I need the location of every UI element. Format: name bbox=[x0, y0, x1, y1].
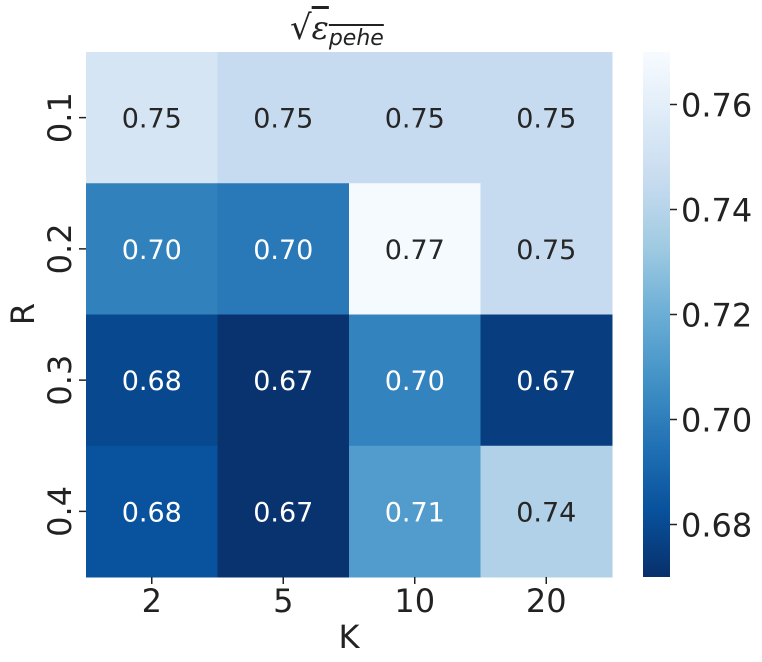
x-tick-label: 2 bbox=[142, 582, 162, 620]
heatmap-cell bbox=[217, 314, 350, 447]
cell-value-label: 0.71 bbox=[385, 497, 445, 528]
colorbar-tick-label: 0.68 bbox=[681, 507, 752, 545]
y-tick-label: 0.1 bbox=[41, 92, 79, 143]
cell-value-label: 0.70 bbox=[253, 235, 313, 266]
heatmap-cell bbox=[349, 314, 481, 447]
cell-value-label: 0.75 bbox=[253, 104, 313, 135]
heatmap-cell bbox=[217, 52, 350, 184]
heatmap-cell bbox=[349, 52, 481, 184]
title-symbol: ε bbox=[311, 9, 329, 47]
cell-value-label: 0.70 bbox=[122, 235, 182, 266]
cell-value-label: 0.75 bbox=[516, 235, 576, 266]
colorbar-ticks: 0.68 0.70 0.72 0.74 0.76 bbox=[670, 87, 752, 545]
heatmap-cell bbox=[86, 52, 218, 184]
colorbar-tick-label: 0.70 bbox=[681, 402, 752, 440]
heatmap-cell bbox=[349, 445, 481, 578]
y-axis-label: R bbox=[4, 303, 42, 325]
heatmap-cell bbox=[217, 183, 350, 315]
colorbar bbox=[643, 52, 670, 577]
x-axis-label: K bbox=[339, 618, 361, 656]
cell-value-label: 0.77 bbox=[385, 235, 445, 266]
heatmap-cell bbox=[480, 314, 613, 447]
colorbar-tick-label: 0.74 bbox=[681, 192, 752, 230]
cell-value-label: 0.74 bbox=[516, 497, 576, 528]
cell-value-label: 0.67 bbox=[253, 497, 313, 528]
colorbar-tick-label: 0.76 bbox=[681, 87, 752, 125]
y-axis: 0.1 0.2 0.3 0.4 bbox=[41, 92, 86, 537]
heatmap-cell bbox=[480, 445, 613, 578]
cell-value-label: 0.75 bbox=[122, 104, 182, 135]
y-tick-label: 0.3 bbox=[41, 355, 79, 406]
heatmap-cell bbox=[217, 445, 350, 578]
cell-value-label: 0.68 bbox=[122, 366, 182, 397]
heatmap-cells bbox=[86, 52, 613, 578]
y-tick-label: 0.4 bbox=[41, 486, 79, 537]
chart-title: √εpehe bbox=[290, 8, 384, 51]
x-axis: 2 5 10 20 bbox=[142, 577, 567, 620]
heatmap-cell-labels: 0.75 0.75 0.75 0.75 0.70 0.70 0.77 0.75 0.68 0.67… bbox=[122, 104, 577, 529]
heatmap-cell bbox=[86, 314, 218, 447]
cell-value-label: 0.68 bbox=[122, 497, 182, 528]
cell-value-label: 0.75 bbox=[516, 104, 576, 135]
heatmap-cell bbox=[480, 183, 613, 315]
colorbar-tick-label: 0.72 bbox=[681, 297, 752, 335]
title-subscript: pehe bbox=[328, 26, 384, 51]
y-tick-label: 0.2 bbox=[41, 223, 79, 274]
heatmap-cell bbox=[480, 52, 613, 184]
x-tick-label: 20 bbox=[526, 582, 567, 620]
cell-value-label: 0.75 bbox=[385, 104, 445, 135]
cell-value-label: 0.67 bbox=[516, 366, 576, 397]
x-tick-label: 5 bbox=[273, 582, 293, 620]
heatmap-cell bbox=[349, 183, 481, 315]
cell-value-label: 0.67 bbox=[253, 366, 313, 397]
cell-value-label: 0.70 bbox=[385, 366, 445, 397]
heatmap-cell bbox=[86, 183, 218, 315]
heatmap-cell bbox=[86, 445, 218, 578]
x-tick-label: 10 bbox=[394, 582, 435, 620]
